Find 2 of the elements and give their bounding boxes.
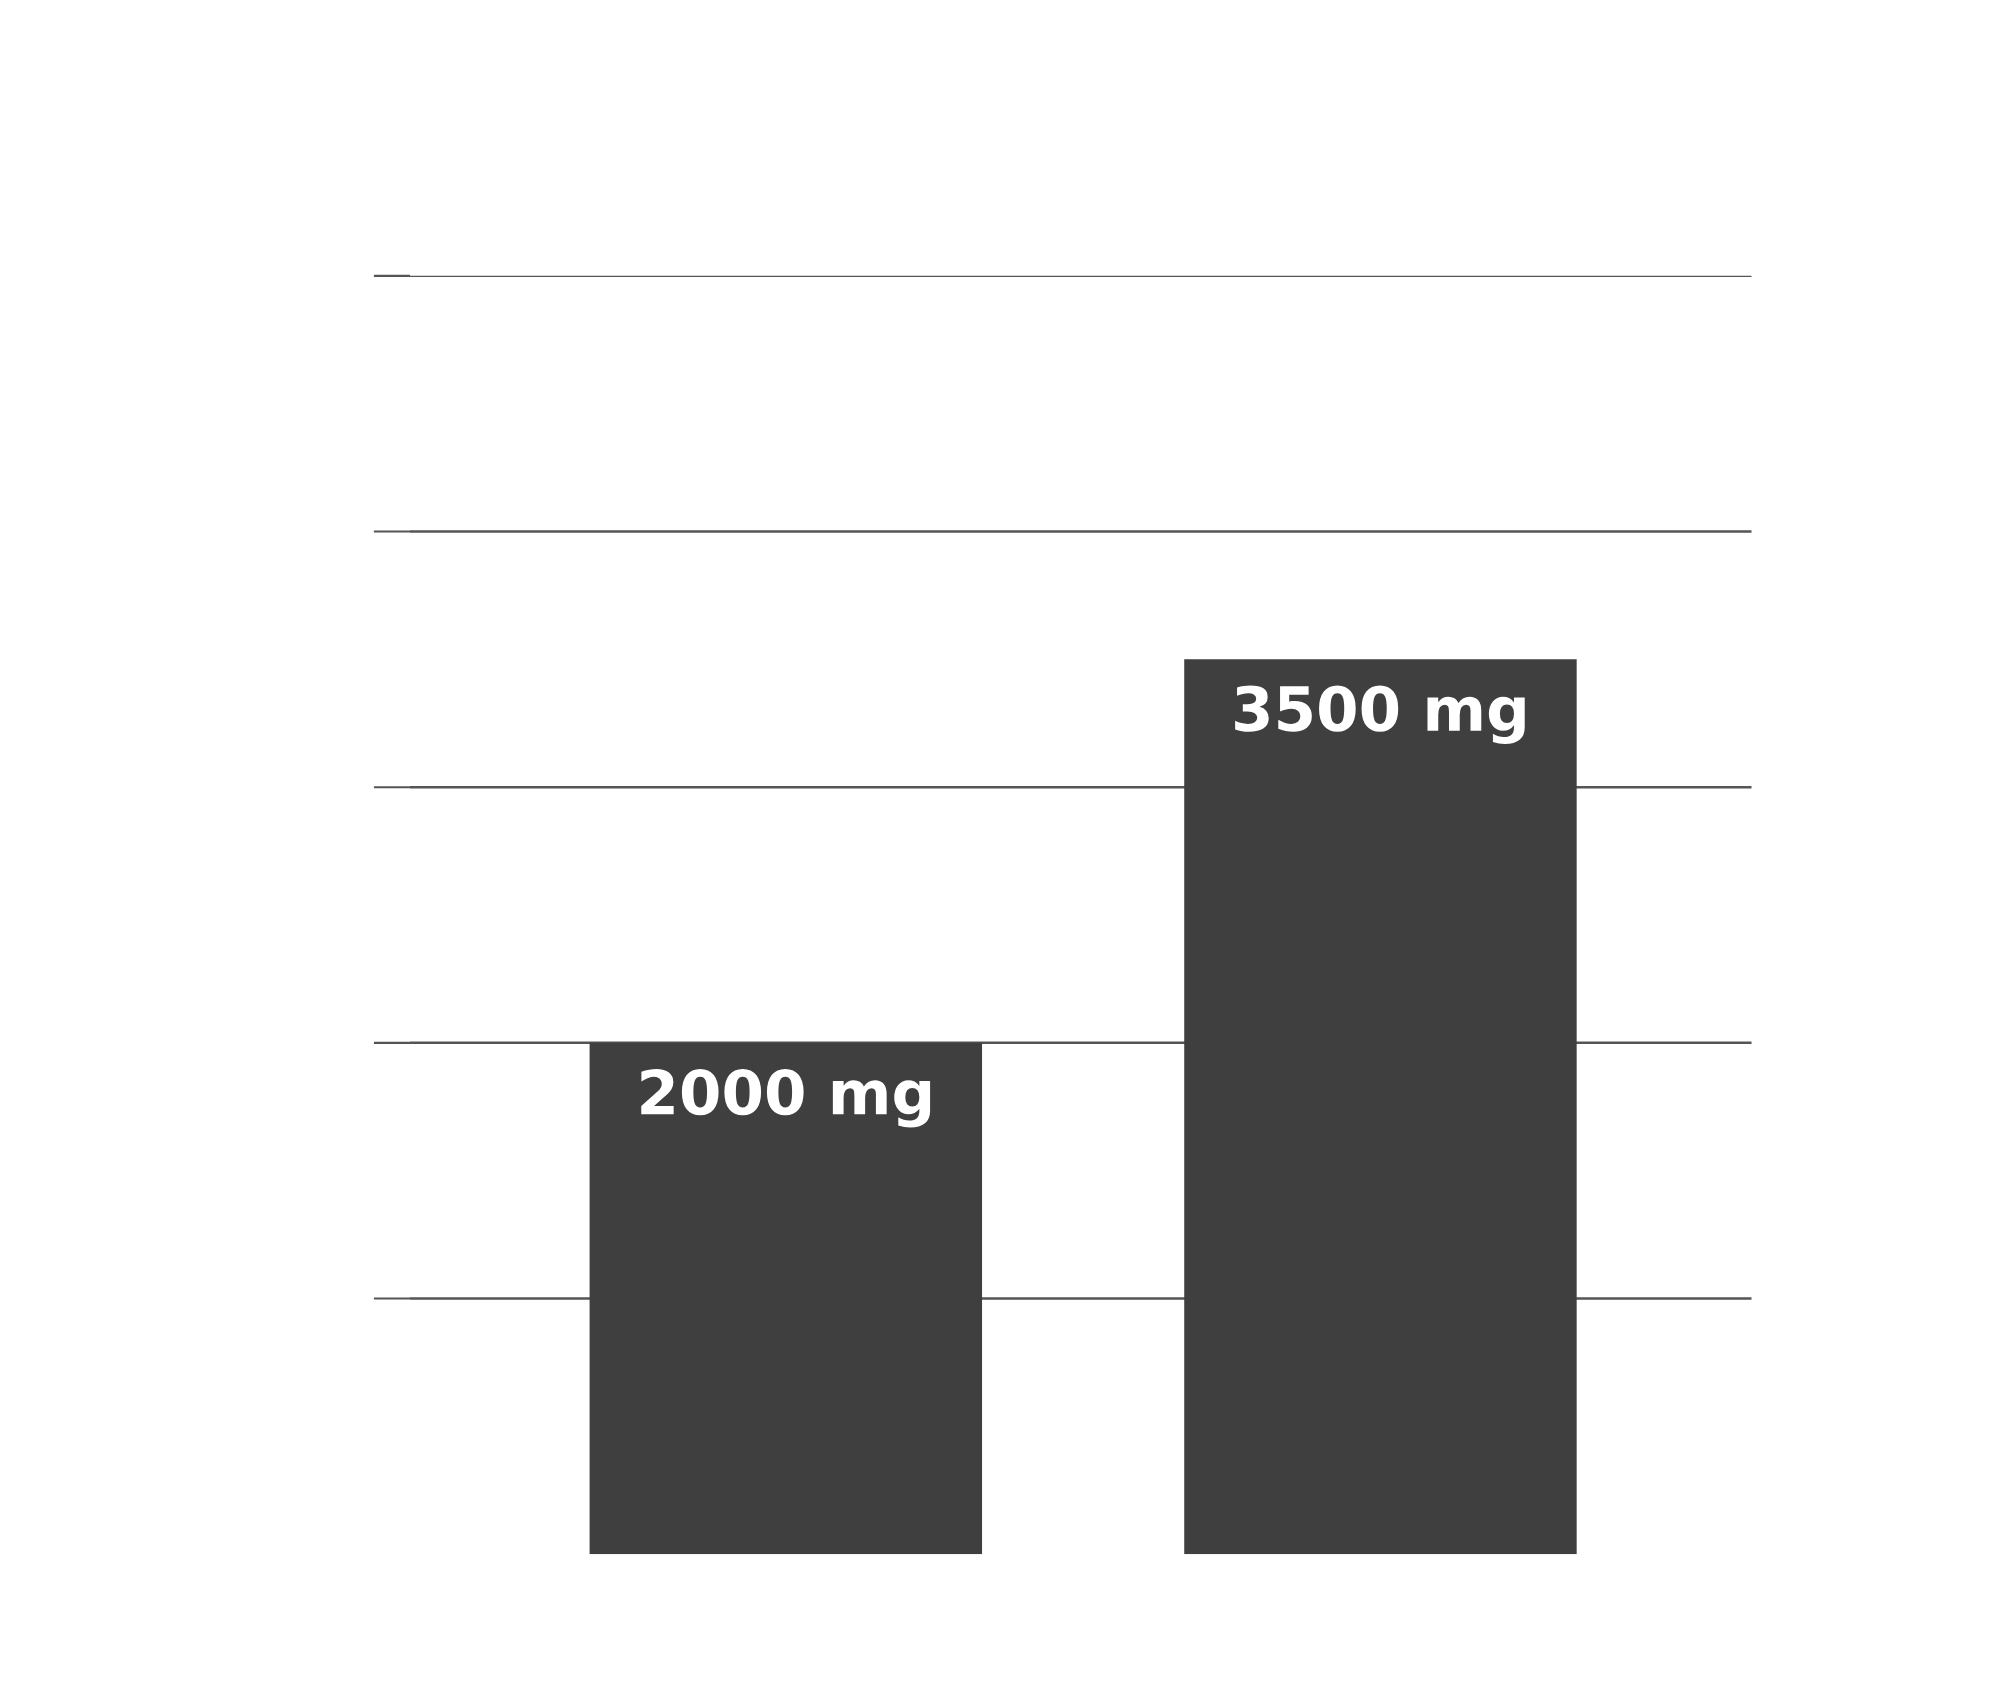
data-label: 2000 mg — [641, 1069, 931, 1128]
data-label: 3500 mg — [1235, 685, 1525, 745]
